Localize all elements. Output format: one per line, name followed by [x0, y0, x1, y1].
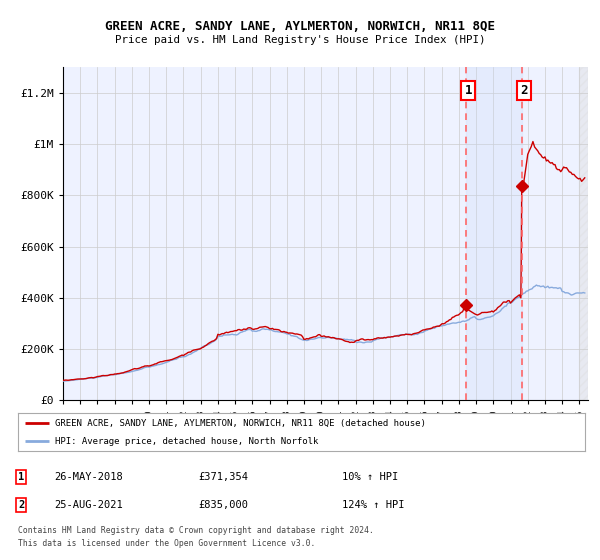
Text: 2: 2 [521, 84, 528, 97]
Text: 26-MAY-2018: 26-MAY-2018 [54, 472, 123, 482]
Text: £371,354: £371,354 [198, 472, 248, 482]
Text: 10% ↑ HPI: 10% ↑ HPI [342, 472, 398, 482]
Text: 1: 1 [464, 84, 472, 97]
Text: 124% ↑ HPI: 124% ↑ HPI [342, 500, 404, 510]
Text: GREEN ACRE, SANDY LANE, AYLMERTON, NORWICH, NR11 8QE: GREEN ACRE, SANDY LANE, AYLMERTON, NORWI… [105, 20, 495, 32]
Bar [580, 67, 588, 400]
Text: 1: 1 [18, 472, 24, 482]
Text: Contains HM Land Registry data © Crown copyright and database right 2024.: Contains HM Land Registry data © Crown c… [18, 526, 374, 535]
Bar [466, 67, 522, 400]
Text: GREEN ACRE, SANDY LANE, AYLMERTON, NORWICH, NR11 8QE (detached house): GREEN ACRE, SANDY LANE, AYLMERTON, NORWI… [55, 419, 426, 428]
Text: This data is licensed under the Open Government Licence v3.0.: This data is licensed under the Open Gov… [18, 539, 316, 548]
Text: £835,000: £835,000 [198, 500, 248, 510]
Text: HPI: Average price, detached house, North Norfolk: HPI: Average price, detached house, Nort… [55, 437, 318, 446]
Text: 2: 2 [18, 500, 24, 510]
Text: 25-AUG-2021: 25-AUG-2021 [54, 500, 123, 510]
Text: Price paid vs. HM Land Registry's House Price Index (HPI): Price paid vs. HM Land Registry's House … [115, 35, 485, 45]
